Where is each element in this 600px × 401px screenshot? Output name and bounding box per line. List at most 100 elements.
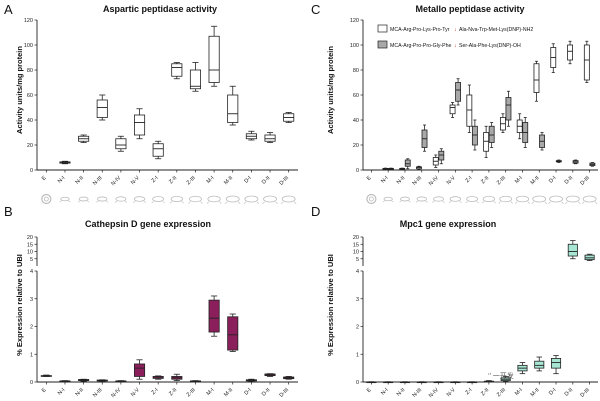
d-y-tick-label-upper-5: 5 — [356, 257, 359, 263]
a-stage-sketch-10 — [225, 195, 241, 205]
a-larva-leg-b — [68, 200, 71, 203]
cleavage-arrow-2: ↓ — [454, 43, 457, 49]
a-x-tick-label-n-ii: N-II — [75, 175, 86, 186]
b-x-tick-label-d-iii: D-III — [279, 387, 291, 399]
d-x-tick-label-n-ii: N-II — [396, 387, 407, 398]
chart-title-d: Mpc1 gene expression — [400, 219, 497, 229]
c-larva-leg-b — [493, 201, 496, 204]
b-box-m-i — [208, 295, 220, 337]
c-box-s0-d-iii-body — [583, 44, 590, 81]
c-box-s1-n-iv — [438, 148, 445, 165]
b-box-n-ii — [78, 378, 90, 382]
chart-title-a: Aspartic peptidase activity — [103, 4, 217, 14]
a-box-s0-m-ii-body — [227, 94, 239, 123]
d-box-z-iii — [500, 376, 511, 382]
a-x-tick-label-z-iii: Z-III — [186, 175, 197, 186]
d-y-tick-label-lower-4: 4 — [356, 269, 359, 275]
c-larva-body — [482, 195, 496, 203]
b-box-n-iii — [96, 379, 108, 382]
c-box-s1-d-ii — [572, 159, 579, 165]
a-larva-body — [225, 195, 240, 203]
a-larva-body — [152, 196, 165, 202]
c-larva-leg-b — [442, 200, 445, 203]
a-y-tick-label-40: 40 — [27, 118, 33, 124]
d-y-tick-label-upper-20: 20 — [353, 235, 359, 241]
a-x-tick-label-d-iii: D-III — [279, 175, 291, 187]
c-egg-sketch — [366, 193, 377, 205]
c-box-s0-z-ii-body — [483, 132, 490, 152]
legend-swatch-2 — [377, 40, 388, 49]
a-x-tick-label-z-ii: Z-II — [168, 175, 178, 185]
a-x-tick-label-d-i: D-I — [243, 175, 253, 185]
b-box-z-iii — [189, 380, 201, 383]
watermark: ‘’ 一开发 — [488, 371, 514, 380]
c-larva-leg-b — [544, 201, 547, 205]
b-x-tick-label-z-i: Z-I — [151, 387, 160, 396]
b-y-tick-label-upper-20: 20 — [27, 235, 33, 241]
a-larva-leg-b — [275, 201, 278, 205]
c-larva-body — [466, 196, 479, 202]
c-box-s1-z-iii — [505, 90, 512, 127]
a-stage-sketch-11 — [243, 195, 260, 205]
c-larva-body — [582, 195, 597, 203]
c-box-s0-d-i — [550, 43, 557, 73]
a-stage-sketch-9 — [206, 195, 222, 204]
c-stage-sketch-11 — [548, 195, 564, 205]
a-larva-leg-b — [124, 200, 128, 203]
c-box-s1-d-i — [555, 159, 562, 163]
a-x-tick-label-z-i: Z-I — [151, 175, 160, 184]
c-larva-leg-a — [581, 201, 585, 205]
a-box-s0-z-iii — [189, 62, 201, 92]
a-larva-leg-a — [114, 200, 118, 203]
a-box-s0-n-v — [134, 108, 146, 140]
b-y-tick-label-upper-5: 5 — [30, 257, 33, 263]
c-stage-sketch-1 — [382, 196, 394, 203]
c-stage-sketch-7 — [481, 195, 496, 204]
a-stage-sketch-0 — [41, 193, 52, 205]
a-larva-leg-a — [96, 200, 99, 203]
b-box-n-v-body — [134, 363, 146, 377]
c-box-s1-z-ii — [488, 122, 495, 148]
c-x-tick-label-e: E — [366, 175, 373, 182]
a-box-s0-d-ii — [264, 132, 276, 143]
legend-label-2-right: Ser-Ala-Phe-Lys(DNP)-OH — [459, 43, 521, 49]
c-larva-leg-b — [594, 201, 598, 205]
d-x-tick-label-n-iii: N-III — [412, 387, 424, 399]
a-box-s0-z-i-body — [152, 143, 164, 157]
c-box-s1-z-ii-body — [488, 125, 495, 143]
a-x-tick-label-n-v: N-V — [130, 175, 141, 186]
c-box-s1-z-i-body — [471, 125, 478, 146]
c-y-tick-label-20: 20 — [353, 143, 359, 149]
c-box-s0-z-ii — [483, 125, 490, 158]
d-x-tick-label-e: E — [366, 387, 373, 394]
y-axis-label-d: % Expression relative to UBI — [326, 254, 335, 356]
a-larva-body — [281, 195, 296, 203]
b-box-d-ii — [264, 373, 276, 377]
a-larva-leg-b — [143, 200, 146, 204]
c-box-s1-n-ii-body — [404, 159, 411, 167]
a-stage-sketch-3 — [96, 196, 109, 203]
a-larva-body — [97, 196, 108, 202]
b-box-m-i-body — [208, 299, 220, 333]
a-larva-leg-a — [188, 201, 191, 204]
c-box-s1-n-i — [388, 167, 394, 170]
a-box-s0-z-i — [152, 140, 164, 160]
a-box-s0-d-iii — [283, 112, 295, 123]
a-larva-leg-a — [151, 201, 154, 204]
c-larva-body — [499, 195, 513, 203]
c-x-tick-label-n-ii: N-II — [396, 175, 407, 186]
c-box-s0-n-iii — [416, 165, 422, 170]
c-box-s0-z-i-body — [466, 94, 473, 127]
b-x-tick-label-n-v: N-V — [130, 387, 141, 398]
d-box-n-ii — [399, 381, 410, 384]
a-box-s0-m-i — [208, 25, 220, 87]
d-x-tick-label-m-i: M-I — [514, 387, 524, 397]
a-x-tick-label-d-ii: D-II — [261, 175, 272, 186]
d-x-tick-label-d-ii: D-II — [564, 387, 575, 398]
c-larva-leg-b — [391, 200, 394, 203]
c-box-s0-d-ii-body — [567, 44, 573, 61]
chart-title-b: Cathepsin D gene expression — [85, 219, 211, 229]
c-x-tick-label-m-ii: M-II — [530, 175, 541, 186]
panel-mpc1: D Mpc1 gene expression % Expression rela… — [311, 204, 598, 399]
